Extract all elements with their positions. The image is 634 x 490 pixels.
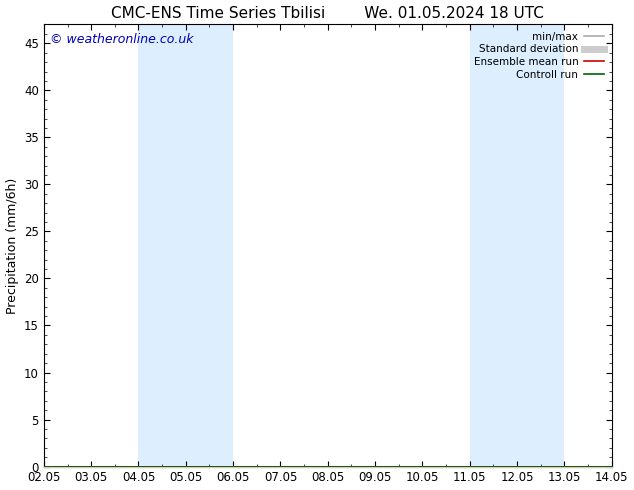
Title: CMC-ENS Time Series Tbilisi        We. 01.05.2024 18 UTC: CMC-ENS Time Series Tbilisi We. 01.05.20… bbox=[112, 5, 544, 21]
Bar bbox=[470, 24, 564, 466]
Y-axis label: Precipitation (mm/6h): Precipitation (mm/6h) bbox=[6, 177, 18, 314]
Legend: min/max, Standard deviation, Ensemble mean run, Controll run: min/max, Standard deviation, Ensemble me… bbox=[472, 30, 607, 82]
Bar bbox=[138, 24, 233, 466]
Text: © weatheronline.co.uk: © weatheronline.co.uk bbox=[49, 33, 193, 47]
